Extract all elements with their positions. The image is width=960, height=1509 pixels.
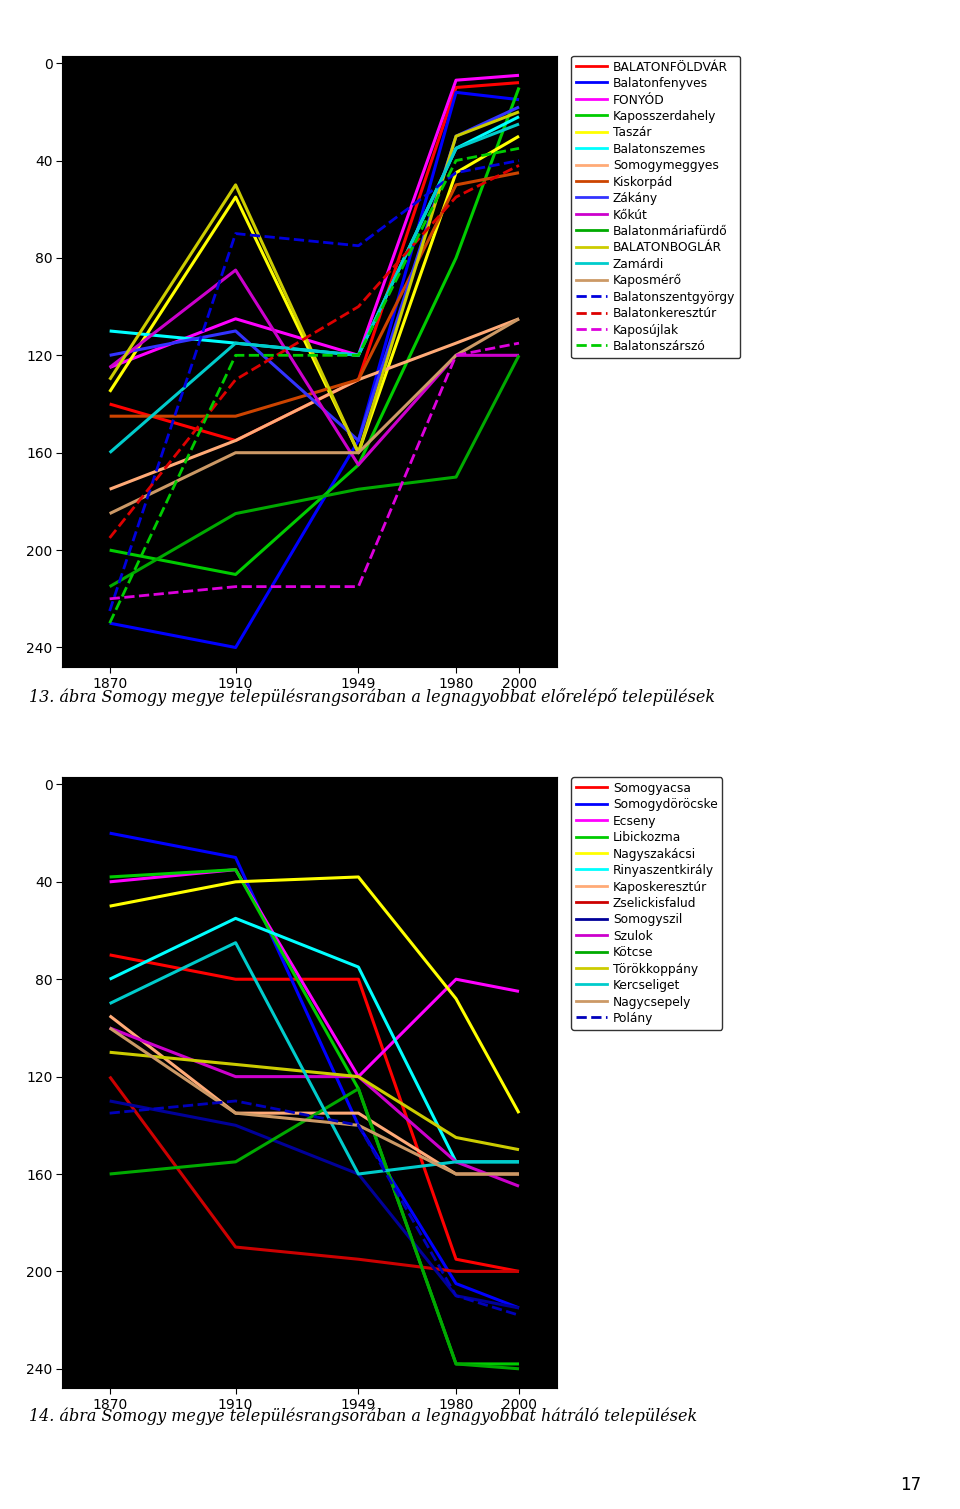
Legend: BALATONFÖLDVÁR, Balatonfenyves, FONYÓD, Kaposszerdahely, Taszár, Balatonszemes, : BALATONFÖLDVÁR, Balatonfenyves, FONYÓD, … (571, 56, 740, 358)
Legend: Somogyacsa, Somogydöröcske, Ecseny, Libickozma, Nagyszakácsi, Rinyaszentkirály, : Somogyacsa, Somogydöröcske, Ecseny, Libi… (571, 777, 722, 1029)
Text: 17: 17 (900, 1476, 922, 1494)
Text: 14. ábra Somogy megye településrangsorában a legnagyobbat hátráló települések: 14. ábra Somogy megye településrangsoráb… (29, 1408, 697, 1426)
Text: 13. ábra Somogy megye településrangsorában a legnagyobbat előrelépő települések: 13. ábra Somogy megye településrangsoráb… (29, 688, 715, 706)
